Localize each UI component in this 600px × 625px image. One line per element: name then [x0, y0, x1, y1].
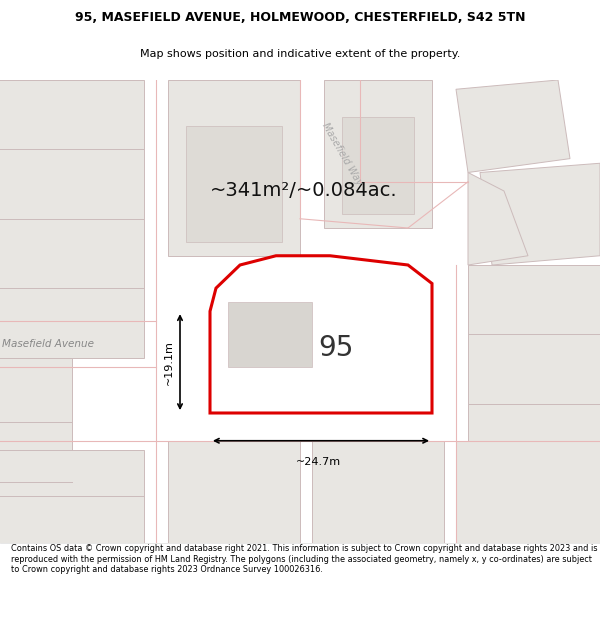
Text: 95, MASEFIELD AVENUE, HOLMEWOOD, CHESTERFIELD, S42 5TN: 95, MASEFIELD AVENUE, HOLMEWOOD, CHESTER…: [75, 11, 525, 24]
Polygon shape: [468, 496, 600, 552]
Text: 95: 95: [319, 334, 353, 362]
Polygon shape: [228, 302, 312, 367]
Text: ~341m²/~0.084ac.: ~341m²/~0.084ac.: [210, 181, 398, 201]
Polygon shape: [186, 126, 282, 242]
Polygon shape: [480, 163, 600, 265]
Polygon shape: [342, 117, 414, 214]
Polygon shape: [210, 256, 432, 413]
Polygon shape: [0, 450, 144, 552]
Polygon shape: [0, 357, 72, 552]
Text: Masefield Way: Masefield Way: [320, 121, 364, 187]
Polygon shape: [312, 441, 444, 552]
Polygon shape: [0, 80, 144, 357]
Text: Masefield Avenue: Masefield Avenue: [2, 339, 94, 349]
Polygon shape: [456, 80, 570, 172]
Polygon shape: [456, 441, 600, 552]
Text: Contains OS data © Crown copyright and database right 2021. This information is : Contains OS data © Crown copyright and d…: [11, 544, 597, 574]
Polygon shape: [168, 441, 300, 552]
Polygon shape: [168, 80, 300, 256]
Polygon shape: [468, 173, 528, 265]
Polygon shape: [324, 80, 432, 228]
Text: Map shows position and indicative extent of the property.: Map shows position and indicative extent…: [140, 49, 460, 59]
Polygon shape: [468, 265, 600, 404]
Polygon shape: [468, 404, 600, 496]
Text: ~24.7m: ~24.7m: [295, 457, 341, 467]
Text: ~19.1m: ~19.1m: [164, 340, 174, 384]
